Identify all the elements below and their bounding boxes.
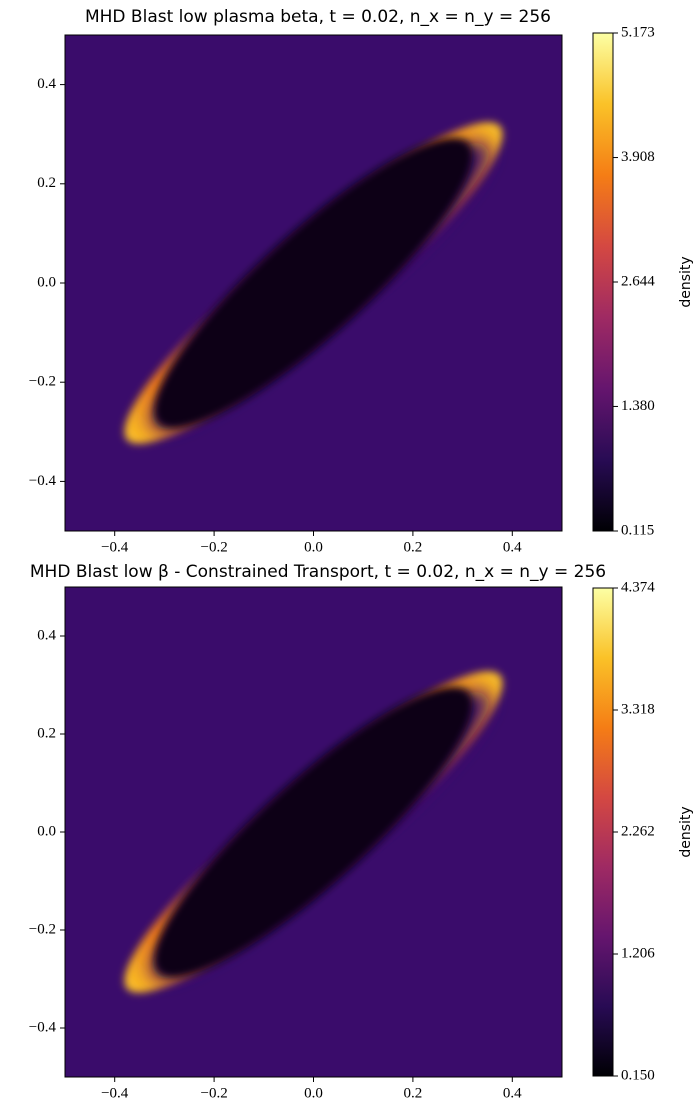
- chart-title: MHD Blast low plasma beta, t = 0.02, n_x…: [85, 7, 551, 27]
- cavity: [154, 138, 473, 428]
- y-tick-label: 0.4: [37, 76, 56, 92]
- cavity: [154, 687, 473, 977]
- colorbar: [592, 32, 614, 532]
- colorbar-tick-label: 2.262: [621, 823, 655, 839]
- heatmap-image: [65, 587, 562, 1077]
- y-tick-label: 0.4: [37, 627, 56, 643]
- x-tick-label: −0.4: [101, 1085, 129, 1101]
- x-tick-label: 0.2: [404, 1085, 423, 1101]
- x-tick-label: −0.2: [200, 1085, 227, 1101]
- x-tick-label: −0.4: [101, 539, 129, 555]
- chart-title: MHD Blast low β - Constrained Transport,…: [30, 562, 606, 582]
- colorbar: [592, 587, 614, 1077]
- y-tick-label: 0.2: [37, 175, 56, 191]
- y-tick-label: −0.4: [29, 473, 57, 489]
- x-tick-label: 0.0: [304, 539, 323, 555]
- x-tick-label: 0.4: [503, 1085, 522, 1101]
- y-tick-label: −0.4: [29, 1019, 57, 1035]
- x-tick-label: 0.0: [304, 1085, 323, 1101]
- colorbar-tick-label: 4.374: [621, 579, 655, 595]
- colorbar-tick-label: 5.173: [621, 24, 655, 40]
- colorbar-label: density: [678, 256, 694, 307]
- colorbar-tick-label: 0.150: [621, 1067, 655, 1083]
- colorbar-tick-label: 2.644: [621, 273, 655, 289]
- heatmap-image: [65, 35, 562, 531]
- colorbar-tick-label: 0.115: [621, 522, 654, 538]
- y-tick-label: 0.0: [37, 823, 56, 839]
- colorbar-tick-label: 3.908: [621, 149, 655, 165]
- x-tick-label: 0.2: [404, 539, 423, 555]
- y-tick-label: 0.0: [37, 274, 56, 290]
- y-tick-label: −0.2: [29, 921, 56, 937]
- colorbar-tick-label: 1.380: [621, 398, 655, 414]
- y-tick-label: −0.2: [29, 374, 56, 390]
- colorbar-tick-label: 1.206: [621, 945, 655, 961]
- colorbar-label: density: [678, 806, 694, 857]
- x-tick-label: −0.2: [200, 539, 227, 555]
- y-tick-label: 0.2: [37, 725, 56, 741]
- x-tick-label: 0.4: [503, 539, 522, 555]
- colorbar-tick-label: 3.318: [621, 701, 655, 717]
